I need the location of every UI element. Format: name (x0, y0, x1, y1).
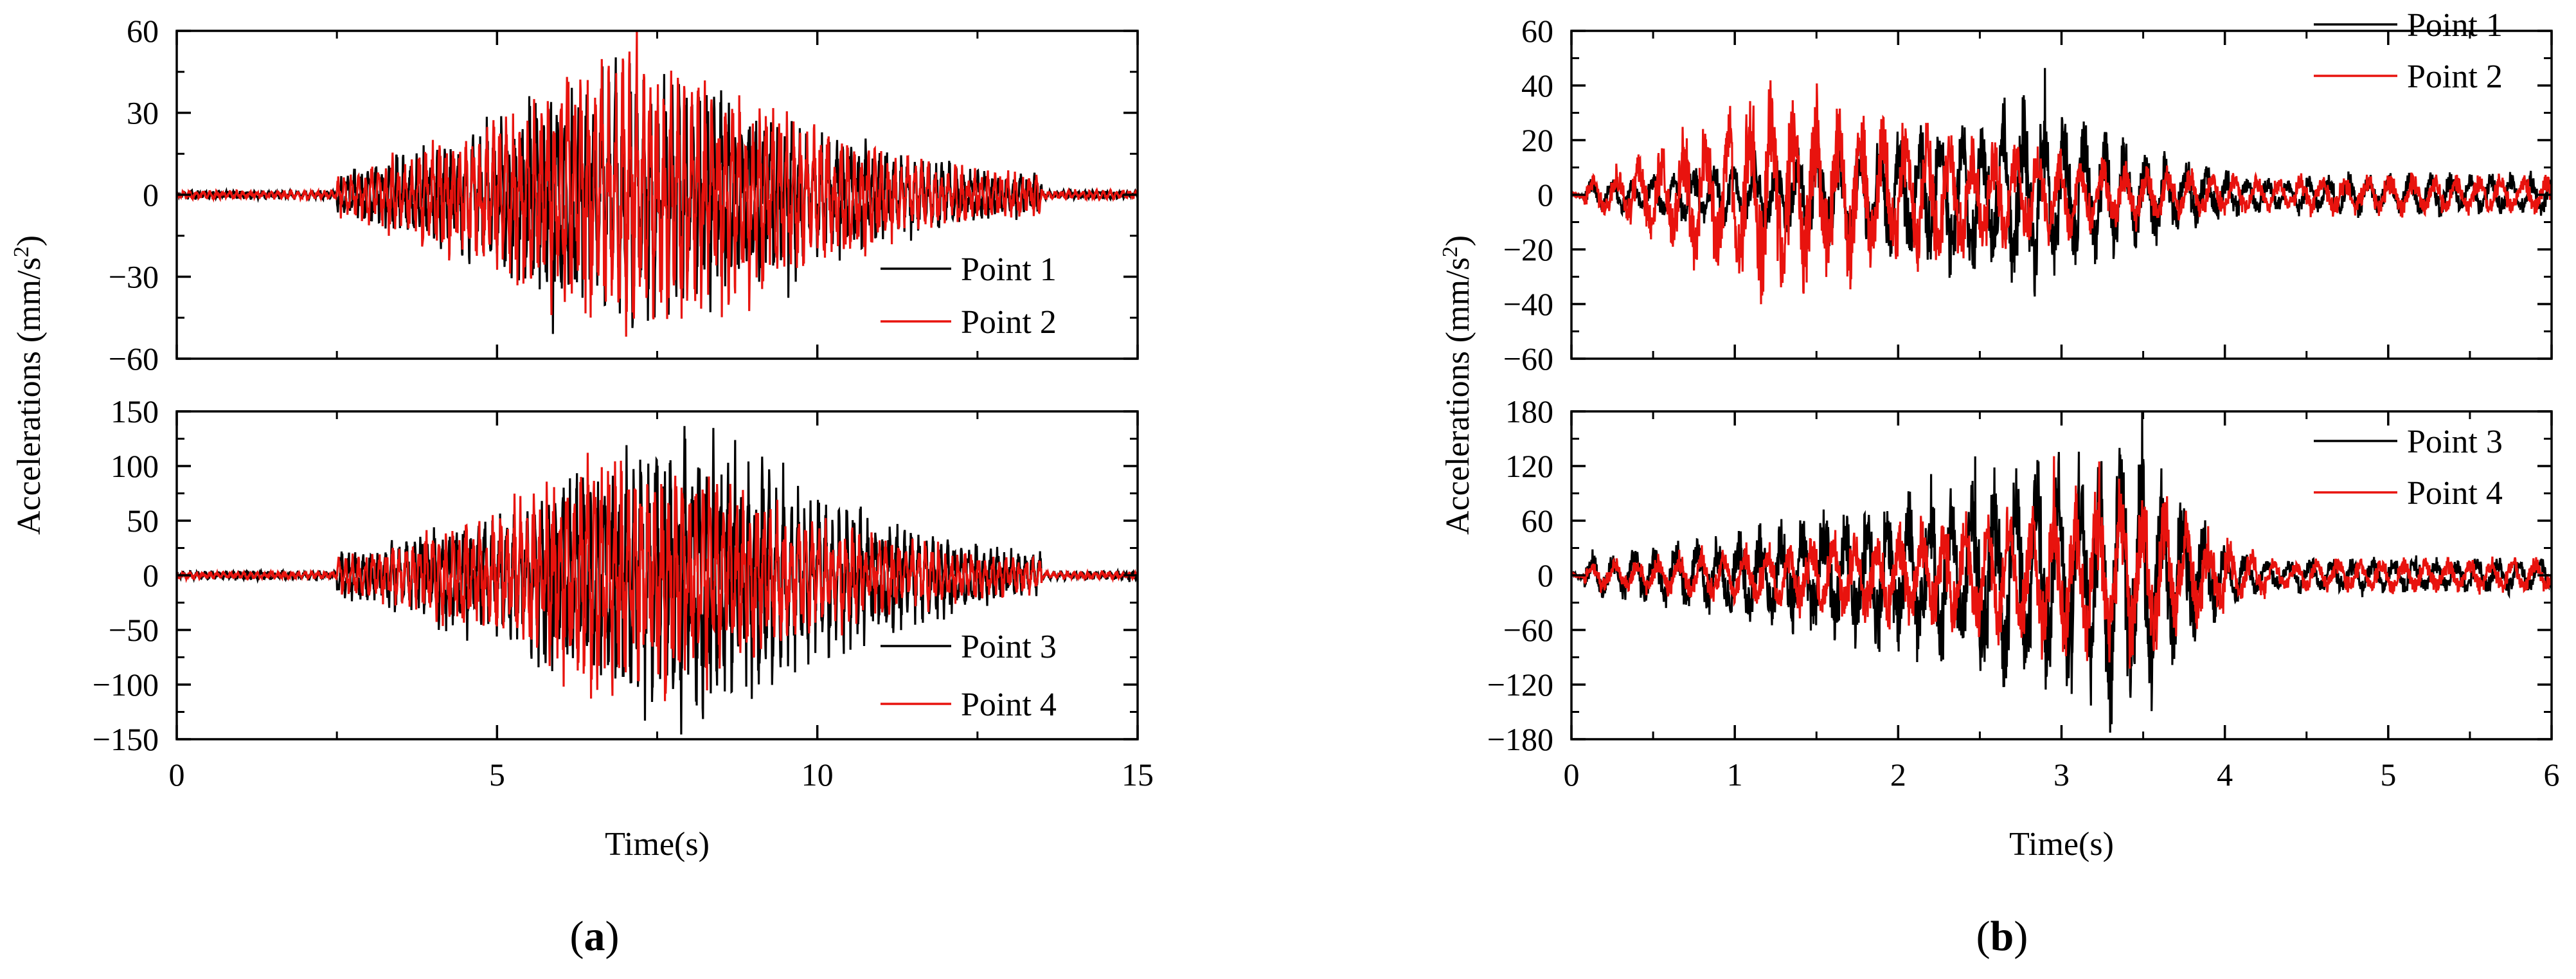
y-tick-label: 120 (1505, 448, 1553, 484)
y-tick-label: −50 (109, 612, 159, 648)
y-tick-label: −20 (1503, 231, 1553, 267)
y-tick-label: 0 (143, 177, 159, 213)
x-axis-title: Time(s) (605, 826, 710, 863)
y-tick-label: 100 (111, 448, 159, 484)
legend-label: Point 2 (961, 304, 1057, 341)
y-tick-label: −40 (1503, 286, 1553, 322)
legend-label: Point 3 (961, 629, 1057, 665)
panel-b-subplot-1: −60 −40 −20 0 20 40 60 Point 1 Point 2 (1503, 7, 2553, 377)
series-line-point-2 (177, 31, 1138, 337)
legend-label: Point 1 (2407, 7, 2503, 44)
x-tick-label: 5 (489, 757, 505, 793)
x-tick-label: 4 (2217, 757, 2233, 793)
y-tick-label: 60 (1521, 13, 1553, 49)
legend: Point 3 Point 4 (881, 629, 1057, 723)
y-tick-label: −30 (109, 259, 159, 295)
legend: Point 1 Point 2 (2314, 7, 2503, 95)
y-tick-label: 50 (127, 503, 159, 539)
legend-label: Point 4 (961, 687, 1057, 723)
y-tick-label: 0 (1537, 557, 1553, 593)
x-tick-label: 10 (801, 757, 834, 793)
x-tick-label: 1 (1727, 757, 1743, 793)
y-tick-label: −150 (93, 721, 159, 757)
y-tick-label: 60 (1521, 503, 1553, 539)
legend: Point 1 Point 2 (881, 251, 1057, 341)
legend-label: Point 3 (2407, 424, 2503, 460)
x-axis-title: Time(s) (2009, 826, 2114, 863)
x-tick-label: 15 (1122, 757, 1154, 793)
y-tick-label: −100 (93, 667, 159, 703)
y-tick-label: 150 (111, 393, 159, 429)
panel-a-subplot-1: −60 −30 0 30 60 Point 1 Point 2 (109, 13, 1139, 377)
legend-label: Point 4 (2407, 475, 2503, 512)
legend-label: Point 1 (961, 251, 1057, 288)
y-tick-label: 60 (127, 13, 159, 49)
y-axis-title: Accelerations (mm/s2) (10, 235, 48, 535)
panel-caption-a: (a) (570, 913, 620, 960)
series-line-point-4 (177, 453, 1138, 701)
series-line-point-4 (1571, 456, 2552, 669)
y-tick-label: −120 (1487, 667, 1553, 703)
y-tick-label: 180 (1505, 393, 1553, 429)
x-tick-label: 3 (2053, 757, 2070, 793)
y-tick-label: −60 (1503, 341, 1553, 377)
y-axis-title: Accelerations (mm/s2) (1438, 235, 1477, 535)
panel-caption-b: (b) (1976, 913, 2028, 960)
panel-a-subplot-2: −150 −100 −50 0 50 100 150 0 5 10 15 Point 3 Point 4 (93, 393, 1154, 793)
x-tick-label: 0 (1564, 757, 1580, 793)
x-tick-label: 6 (2544, 757, 2560, 793)
x-tick-label: 2 (1890, 757, 1906, 793)
x-tick-label: 5 (2380, 757, 2396, 793)
y-tick-label: 0 (143, 557, 159, 593)
y-tick-label: −60 (1503, 612, 1553, 648)
y-tick-label: 20 (1521, 122, 1553, 158)
legend-label: Point 2 (2407, 58, 2503, 95)
y-tick-label: 40 (1521, 67, 1553, 103)
series-line-point-2 (1571, 80, 2552, 305)
legend: Point 3 Point 4 (2314, 424, 2503, 512)
y-tick-label: 30 (127, 95, 159, 131)
y-tick-label: 0 (1537, 177, 1553, 213)
x-tick-label: 0 (169, 757, 185, 793)
y-tick-label: −180 (1487, 721, 1553, 757)
y-tick-label: −60 (109, 341, 159, 377)
